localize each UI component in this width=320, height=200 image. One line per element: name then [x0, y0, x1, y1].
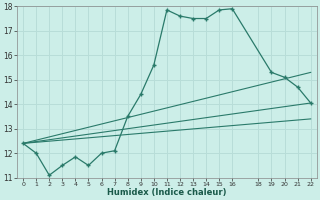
X-axis label: Humidex (Indice chaleur): Humidex (Indice chaleur): [107, 188, 227, 197]
